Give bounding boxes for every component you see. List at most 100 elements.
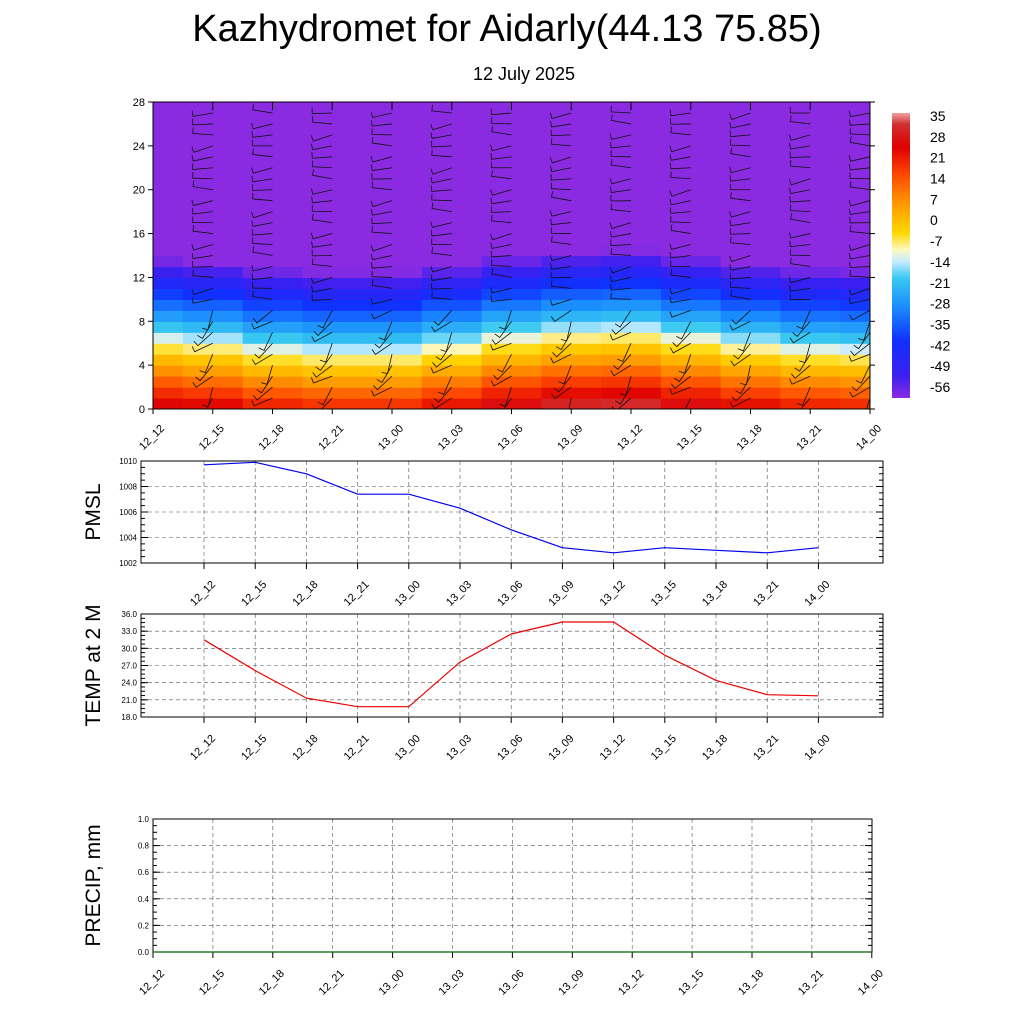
heatmap-cell bbox=[720, 244, 781, 257]
heatmap-cell bbox=[481, 112, 542, 125]
heatmap-cell bbox=[242, 233, 303, 246]
wind-barb bbox=[788, 134, 811, 141]
wind-barb bbox=[550, 138, 572, 147]
wind-barb bbox=[433, 310, 453, 326]
heatmap-cell bbox=[601, 255, 662, 268]
heatmap-cell bbox=[780, 123, 841, 136]
wind-barb bbox=[789, 196, 811, 203]
heatmap-cell bbox=[840, 178, 870, 191]
wind-barb bbox=[252, 103, 273, 114]
wind-barb bbox=[370, 244, 393, 252]
heatmap-cell bbox=[242, 156, 303, 169]
heatmap-cell bbox=[481, 277, 542, 289]
ytick-label: 1010 bbox=[119, 457, 137, 466]
colorbar-label: 14 bbox=[930, 171, 946, 187]
wind-barb bbox=[550, 218, 572, 226]
heatmap-cell bbox=[421, 211, 483, 224]
wind-barb bbox=[310, 232, 333, 240]
wind-barb bbox=[609, 275, 632, 283]
wind-barb bbox=[251, 175, 273, 183]
wind-barb bbox=[310, 277, 333, 284]
grid-lines bbox=[141, 614, 883, 717]
heatmap-cell bbox=[720, 255, 781, 268]
ytick-label: 24.0 bbox=[121, 679, 137, 688]
heatmap-xtick-label: 13_21 bbox=[794, 423, 824, 453]
heatmap-cell bbox=[840, 167, 870, 180]
heatmap-cell bbox=[481, 134, 542, 147]
heatmap-xtick-label: 13_00 bbox=[376, 423, 406, 453]
wind-barb bbox=[431, 202, 452, 213]
heatmap-cell bbox=[242, 145, 303, 158]
heatmap-cell bbox=[153, 156, 184, 169]
heatmap-cell bbox=[302, 233, 363, 246]
heatmap-cell bbox=[660, 178, 722, 191]
heatmap-cell bbox=[302, 167, 363, 180]
series-line bbox=[203, 621, 819, 708]
heatmap-cell bbox=[153, 167, 184, 180]
heatmap-cell bbox=[153, 134, 184, 147]
wind-barb bbox=[431, 283, 452, 290]
wind-barb bbox=[370, 111, 393, 118]
heatmap-cell bbox=[660, 398, 722, 409]
wind-barb bbox=[311, 258, 333, 267]
wind-barb bbox=[251, 220, 273, 227]
wind-barb bbox=[491, 125, 512, 136]
wind-barb bbox=[848, 155, 870, 162]
heatmap-cell bbox=[720, 354, 781, 366]
temp-2m-chart: 18.0 21.0 24.0 27.0 30.0 33.0 36.0 12_12 12_15 12… bbox=[82, 604, 884, 763]
heatmap-cell bbox=[302, 354, 363, 366]
heatmap-cell bbox=[153, 365, 184, 377]
wind-barb bbox=[191, 244, 213, 251]
heatmap-cell bbox=[242, 343, 303, 355]
heatmap-cell bbox=[421, 321, 483, 333]
wind-barb bbox=[866, 397, 870, 409]
heatmap-cell bbox=[481, 200, 542, 213]
heatmap-cell bbox=[720, 167, 781, 180]
heatmap-cell bbox=[362, 376, 423, 388]
heatmap-cell bbox=[720, 266, 781, 279]
wind-barb bbox=[251, 228, 273, 236]
heatmap-cell bbox=[421, 288, 483, 300]
heatmap-cell bbox=[660, 244, 722, 257]
colorbar-label: -56 bbox=[930, 379, 950, 395]
heatmap-cell bbox=[601, 244, 662, 257]
heatmap-cell bbox=[302, 123, 363, 136]
wind-barb bbox=[610, 203, 632, 213]
heatmap-cell bbox=[362, 354, 423, 366]
ytick-label: 0.6 bbox=[138, 868, 150, 877]
wind-barb bbox=[311, 152, 333, 159]
xtick-label: 12_15 bbox=[239, 579, 269, 609]
wind-barb bbox=[191, 208, 213, 215]
heatmap-cell bbox=[541, 343, 602, 355]
heatmap-cell bbox=[840, 277, 870, 289]
heatmap-cell bbox=[153, 376, 184, 388]
wind-barb bbox=[729, 211, 751, 218]
heatmap-cell bbox=[153, 211, 184, 224]
heatmap-cell bbox=[840, 255, 870, 268]
wind-barb bbox=[153, 343, 154, 345]
wind-barb bbox=[729, 264, 751, 271]
heatmap-cell bbox=[840, 288, 870, 300]
heatmap-cell bbox=[242, 178, 303, 191]
grid-lines bbox=[153, 819, 873, 952]
heatmap-ytick-label: 24 bbox=[133, 141, 145, 153]
wind-barb bbox=[729, 320, 751, 331]
heatmap-cell bbox=[840, 222, 870, 235]
heatmap-cell bbox=[601, 167, 662, 180]
heatmap-cell bbox=[720, 134, 781, 147]
wind-barb bbox=[848, 110, 870, 118]
ytick-label: 21.0 bbox=[121, 696, 137, 705]
wind-barb bbox=[550, 121, 572, 128]
wind-barb bbox=[430, 123, 452, 131]
heatmap-cell bbox=[153, 354, 184, 366]
xtick-label: 13_12 bbox=[616, 968, 646, 998]
wind-barb bbox=[674, 364, 692, 383]
wind-barb bbox=[430, 221, 452, 228]
wind-barb bbox=[848, 208, 870, 215]
wind-barb bbox=[615, 386, 632, 405]
wind-barb bbox=[849, 216, 870, 224]
heatmap-cell bbox=[780, 398, 841, 409]
heatmap-cell bbox=[362, 112, 423, 125]
heatmap-cell bbox=[840, 332, 870, 344]
wind-barb bbox=[251, 122, 273, 130]
